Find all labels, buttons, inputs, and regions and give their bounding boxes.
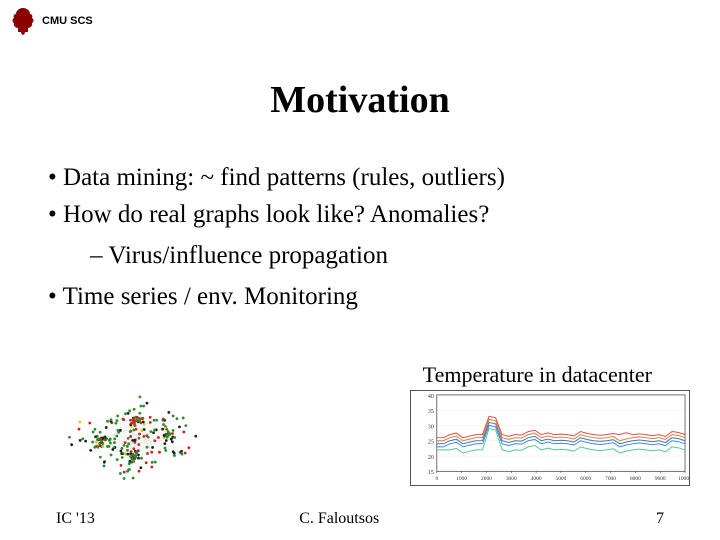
sub-bullet-1: – Virus/influence propagation [90, 238, 690, 273]
svg-text:3000: 3000 [506, 476, 517, 482]
svg-text:35: 35 [428, 409, 434, 415]
bullet-1-text: Data mining: ~ find patterns (rules, out… [63, 164, 505, 191]
timeseries-chart: 15 20 25 30 35 40 0 1000 2000 3000 4000 5000 6000 700… [410, 390, 690, 486]
sub-bullet-1-text: Virus/influence propagation [108, 242, 388, 269]
bullet-1: • Data mining: ~ find patterns (rules, o… [48, 160, 690, 195]
figure-row: 15 20 25 30 35 40 0 1000 2000 3000 4000 5000 6000 700… [52, 390, 690, 492]
svg-text:15: 15 [428, 470, 434, 476]
footer-left: IC '13 [56, 510, 95, 528]
svg-text:10000: 10000 [678, 476, 690, 482]
bullet-2: • How do real graphs look like? Anomalie… [48, 197, 690, 232]
svg-text:5000: 5000 [555, 476, 566, 482]
cmu-logo-icon [10, 6, 36, 36]
svg-text:4000: 4000 [531, 476, 542, 482]
slide-header: CMU SCS [10, 6, 93, 36]
svg-text:2000: 2000 [481, 476, 492, 482]
svg-text:8000: 8000 [630, 476, 641, 482]
svg-text:0: 0 [435, 476, 438, 482]
footer-right: 7 [656, 510, 664, 528]
svg-text:7000: 7000 [605, 476, 616, 482]
bullet-2-text: How do real graphs look like? Anomalies? [63, 201, 489, 228]
bullet-list: • Data mining: ~ find patterns (rules, o… [48, 160, 690, 316]
svg-text:20: 20 [428, 455, 434, 461]
network-graph [52, 390, 222, 490]
chart-caption: Temperature in datacenter [423, 362, 652, 388]
svg-text:1000: 1000 [456, 476, 467, 482]
svg-text:25: 25 [428, 440, 434, 446]
header-org: CMU SCS [42, 15, 93, 27]
svg-text:40: 40 [428, 394, 434, 400]
svg-text:6000: 6000 [580, 476, 591, 482]
bullet-3: • Time series / env. Monitoring [48, 279, 690, 314]
bullet-3-text: Time series / env. Monitoring [63, 283, 358, 310]
slide-footer: IC '13 C. Faloutsos 7 [0, 510, 720, 528]
svg-text:9000: 9000 [655, 476, 666, 482]
svg-text:30: 30 [428, 424, 434, 430]
footer-center: C. Faloutsos [299, 510, 379, 528]
slide-title: Motivation [0, 78, 720, 122]
